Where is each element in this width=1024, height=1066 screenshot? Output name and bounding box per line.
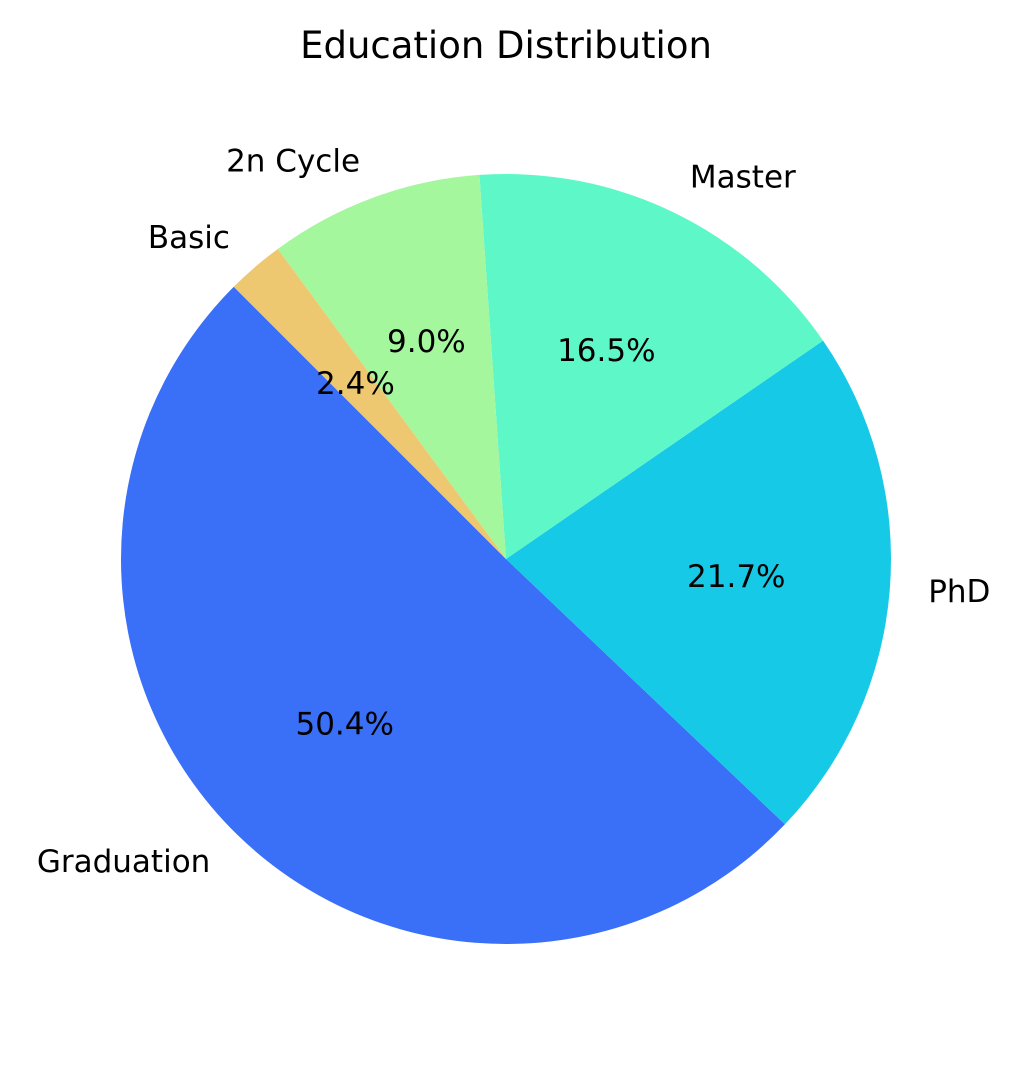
chart-title: Education Distribution <box>300 24 712 67</box>
pie-slice-phd <box>506 340 891 825</box>
slice-label-master: Master <box>690 160 796 196</box>
pie-slice-2n-cycle <box>277 174 506 559</box>
pie-slices <box>120 174 891 945</box>
pie-slice-graduation <box>120 286 785 945</box>
pct-label-master: 16.5% <box>557 333 655 369</box>
pct-label-phd: 21.7% <box>687 559 785 595</box>
pie-slice-basic <box>233 248 506 559</box>
slice-label-phd: PhD <box>928 574 990 610</box>
slice-label-graduation: Graduation <box>37 844 210 880</box>
pct-label-graduation: 50.4% <box>295 706 393 742</box>
pct-label-2n-cycle: 9.0% <box>387 324 466 360</box>
pie-slice-master <box>479 174 824 560</box>
slice-label-2n-cycle: 2n Cycle <box>226 143 360 179</box>
pie-labels: Graduation 50.4% PhD 21.7% Master 16.5% 2n Cyc… <box>37 143 991 880</box>
slice-label-basic: Basic <box>148 220 230 256</box>
pct-label-basic: 2.4% <box>316 366 395 402</box>
